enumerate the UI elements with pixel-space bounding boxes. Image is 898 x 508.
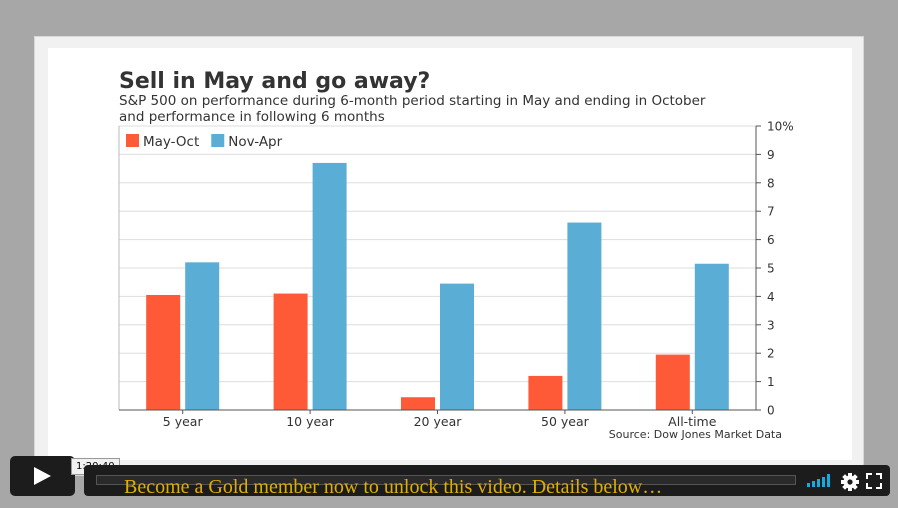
play-button[interactable] [10, 456, 75, 496]
bar-may-oct-all-time [655, 354, 690, 410]
settings-gear-icon[interactable] [841, 473, 859, 491]
legend-swatch [211, 134, 225, 147]
y-tick-label: 2 [767, 347, 775, 361]
y-tick-label: 10% [767, 120, 794, 134]
fullscreen-icon[interactable] [866, 473, 882, 489]
bar-nov-apr-50-year [567, 222, 602, 410]
y-tick-label: 6 [767, 233, 775, 247]
y-tick-label: 8 [767, 176, 775, 190]
chart-subtitle-line-1: S&P 500 on performance during 6-month pe… [119, 93, 706, 109]
x-category-label: All-time [668, 414, 717, 429]
bar-may-oct-10-year [273, 293, 308, 410]
x-category-label: 10 year [286, 414, 335, 429]
bar-nov-apr-all-time [694, 263, 729, 410]
x-category-label: 20 year [414, 414, 463, 429]
chart-subtitle-line-2: and performance in following 6 months [119, 109, 385, 125]
y-tick-label: 7 [767, 205, 775, 219]
legend-label: Nov-Apr [228, 134, 282, 150]
y-tick-label: 1 [767, 375, 775, 389]
x-category-label: 50 year [541, 414, 590, 429]
y-tick-label: 9 [767, 148, 775, 162]
legend-label: May-Oct [143, 134, 199, 150]
y-tick-label: 3 [767, 318, 775, 332]
bar-nov-apr-5-year [185, 262, 220, 410]
bar-may-oct-50-year [528, 375, 563, 410]
bar-chart: Sell in May and go away? S&P 500 on perf… [118, 69, 794, 441]
volume-icon[interactable] [806, 473, 832, 489]
y-tick-label: 5 [767, 262, 775, 276]
gold-member-promo: Become a Gold member now to unlock this … [124, 476, 663, 498]
chart-title: Sell in May and go away? [119, 69, 430, 94]
chart-source: Source: Dow Jones Market Data [609, 428, 782, 441]
bar-may-oct-20-year [401, 397, 435, 410]
chart-card: Sell in May and go away? S&P 500 on perf… [48, 48, 852, 460]
x-category-label: 5 year [163, 414, 204, 429]
y-tick-label: 4 [767, 290, 775, 304]
progress-bar[interactable] [96, 475, 796, 485]
y-tick-label: 0 [767, 404, 775, 418]
bar-nov-apr-20-year [440, 283, 474, 410]
control-bar [84, 465, 890, 496]
legend-swatch [126, 134, 139, 147]
bar-may-oct-5-year [146, 294, 181, 410]
play-icon [34, 467, 51, 485]
bar-nov-apr-10-year [312, 162, 347, 410]
